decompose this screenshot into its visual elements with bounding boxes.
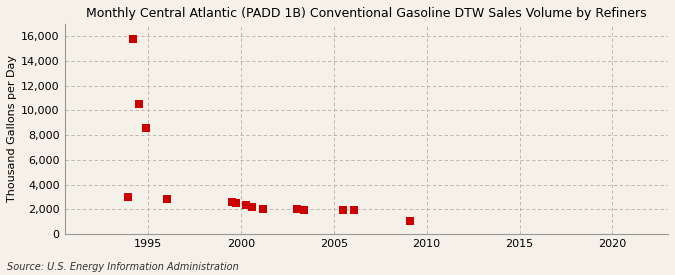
Point <box>231 201 242 205</box>
Point <box>404 219 415 223</box>
Point <box>161 197 172 201</box>
Point <box>122 195 133 199</box>
Point <box>349 208 360 213</box>
Point <box>141 125 152 130</box>
Y-axis label: Thousand Gallons per Day: Thousand Gallons per Day <box>7 56 17 202</box>
Point <box>292 207 302 211</box>
Point <box>240 203 251 207</box>
Point <box>299 208 310 212</box>
Point <box>338 208 348 213</box>
Point <box>128 37 138 41</box>
Point <box>226 200 237 204</box>
Title: Monthly Central Atlantic (PADD 1B) Conventional Gasoline DTW Sales Volume by Ref: Monthly Central Atlantic (PADD 1B) Conve… <box>86 7 647 20</box>
Point <box>134 102 144 106</box>
Point <box>247 205 258 209</box>
Text: Source: U.S. Energy Information Administration: Source: U.S. Energy Information Administ… <box>7 262 238 272</box>
Point <box>258 207 269 211</box>
